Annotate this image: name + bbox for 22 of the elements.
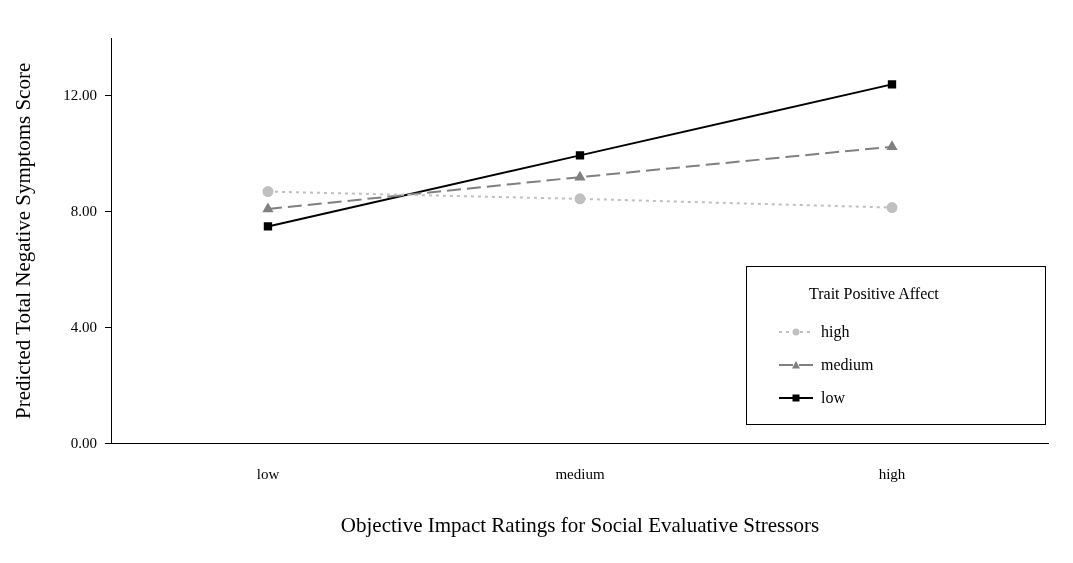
point xyxy=(574,193,586,205)
y-axis-title: Predicted Total Negative Symptoms Score xyxy=(11,62,36,420)
x-tick-label: high xyxy=(878,465,906,482)
point xyxy=(887,80,897,89)
y-tick-label: 4.00 xyxy=(70,318,97,335)
x-axis-title: Objective Impact Ratings for Social Evaluative Stressors xyxy=(340,512,820,537)
y-tick-label: 12.00 xyxy=(63,86,97,103)
point xyxy=(575,171,585,181)
legend-label: medium xyxy=(821,355,874,374)
point xyxy=(262,186,274,198)
y-tick-label: 8.00 xyxy=(70,202,97,219)
y-tick-label: 0.00 xyxy=(70,434,97,451)
point xyxy=(263,222,273,231)
point xyxy=(887,141,897,150)
legend-label: high xyxy=(821,322,850,341)
point xyxy=(886,202,898,214)
point xyxy=(575,151,585,160)
x-tick-label: low xyxy=(256,465,280,482)
legend-title: Trait Positive Affect xyxy=(809,285,940,303)
point xyxy=(263,203,273,213)
legend-label: low xyxy=(821,388,845,407)
x-tick-label: medium xyxy=(555,465,605,482)
